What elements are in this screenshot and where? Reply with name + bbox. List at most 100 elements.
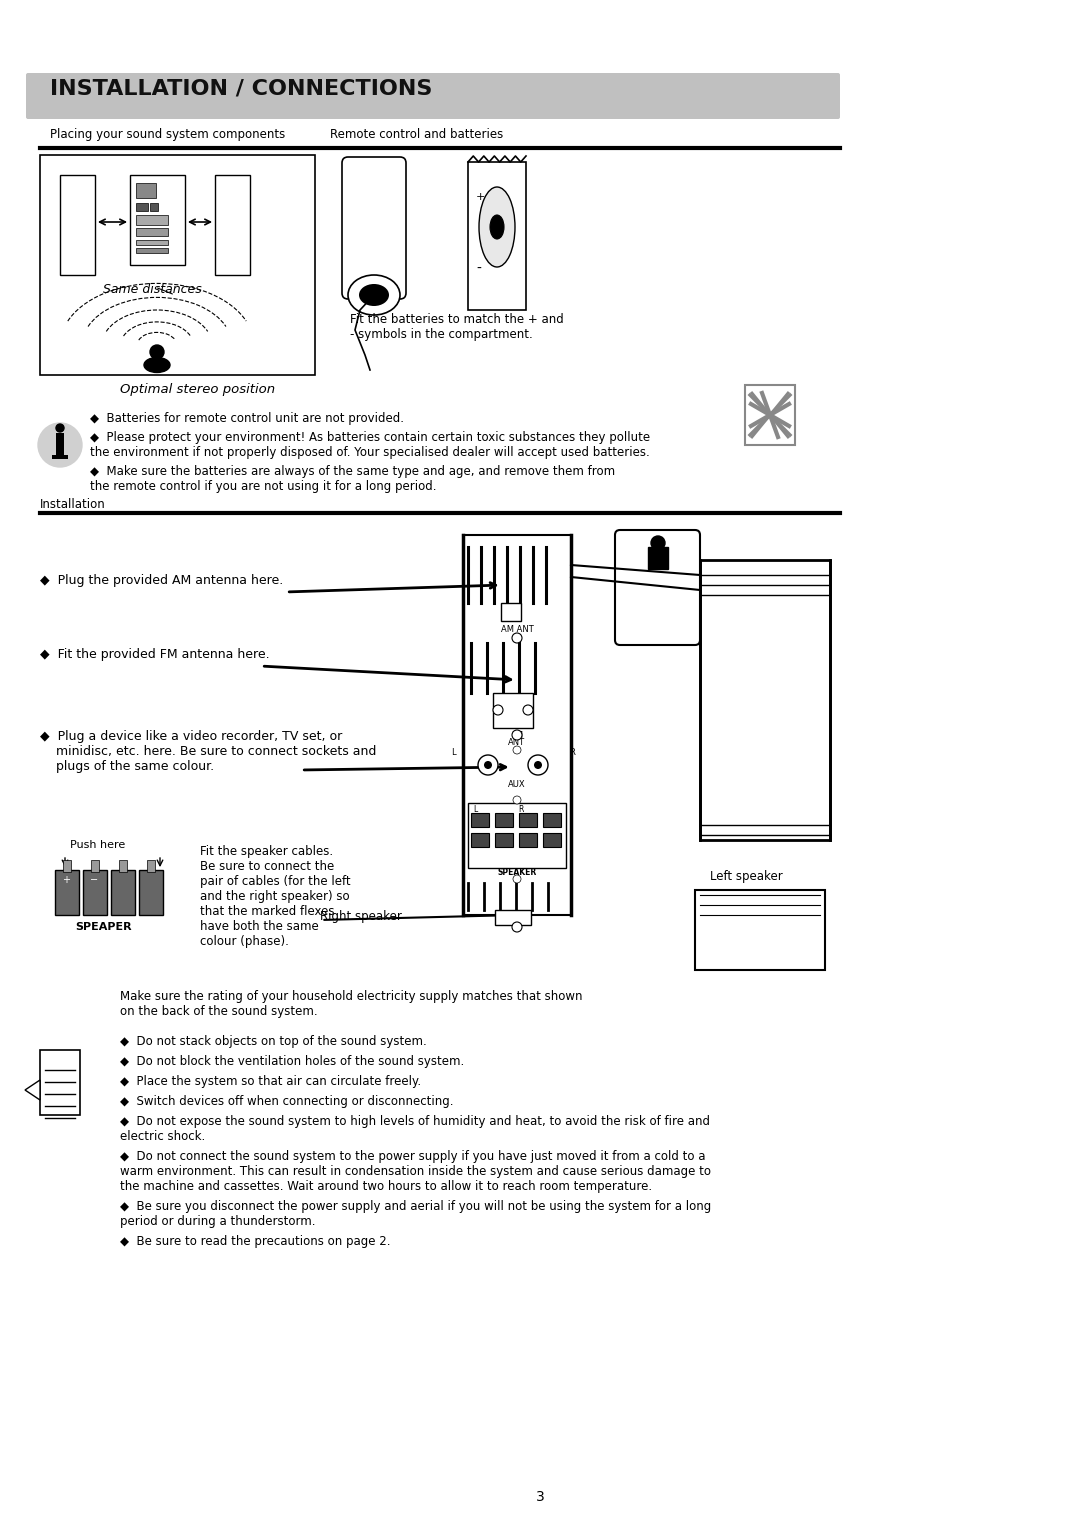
Text: ◆  Plug the provided AM antenna here.: ◆ Plug the provided AM antenna here. <box>40 574 283 586</box>
Text: −: − <box>90 875 98 886</box>
Text: ◆  Fit the provided FM antenna here.: ◆ Fit the provided FM antenna here. <box>40 647 270 661</box>
Text: L: L <box>451 748 456 757</box>
Bar <box>130 176 185 266</box>
Bar <box>55 870 79 915</box>
Bar <box>136 228 168 237</box>
Text: ◆  Plug a device like a video recorder, TV set, or
    minidisc, etc. here. Be s: ◆ Plug a device like a video recorder, T… <box>40 730 376 773</box>
Bar <box>136 247 168 253</box>
Text: Fit the batteries to match the + and
- symbols in the compartment.: Fit the batteries to match the + and - s… <box>350 313 564 341</box>
FancyBboxPatch shape <box>615 530 700 644</box>
Bar <box>63 860 71 872</box>
Text: Make sure the rating of your household electricity supply matches that shown
on : Make sure the rating of your household e… <box>120 989 582 1019</box>
Text: +: + <box>62 875 70 886</box>
Text: AM ANT: AM ANT <box>501 625 534 634</box>
Circle shape <box>513 796 521 805</box>
Text: Fit the speaker cables.
Be sure to connect the
pair of cables (for the left
and : Fit the speaker cables. Be sure to conne… <box>200 844 351 948</box>
Text: ◆  Be sure you disconnect the power supply and aerial if you will not be using t: ◆ Be sure you disconnect the power suppl… <box>120 1200 712 1228</box>
Bar <box>136 203 148 211</box>
Text: R: R <box>518 805 524 814</box>
Bar <box>492 693 534 728</box>
Bar <box>700 560 831 840</box>
Ellipse shape <box>359 284 389 305</box>
Circle shape <box>513 747 521 754</box>
Bar <box>83 870 107 915</box>
Text: ◆  Be sure to read the precautions on page 2.: ◆ Be sure to read the precautions on pag… <box>120 1235 391 1248</box>
Bar <box>60 176 95 275</box>
Bar <box>471 834 489 847</box>
Text: ◆  Do not expose the sound system to high levels of humidity and heat, to avoid : ◆ Do not expose the sound system to high… <box>120 1115 710 1144</box>
Text: ◆  Do not connect the sound system to the power supply if you have just moved it: ◆ Do not connect the sound system to the… <box>120 1150 711 1193</box>
Circle shape <box>528 754 548 776</box>
Text: 3: 3 <box>536 1490 544 1504</box>
Bar <box>136 183 156 199</box>
Bar <box>150 203 158 211</box>
Bar <box>495 812 513 828</box>
Bar <box>543 812 561 828</box>
FancyBboxPatch shape <box>26 73 840 119</box>
Text: AUX: AUX <box>509 780 526 789</box>
Text: R: R <box>569 748 575 757</box>
Text: ◆  Do not block the ventilation holes of the sound system.: ◆ Do not block the ventilation holes of … <box>120 1055 464 1067</box>
Bar <box>215 176 249 275</box>
Circle shape <box>512 730 522 741</box>
Bar <box>495 910 531 925</box>
Bar <box>468 162 526 310</box>
Bar <box>519 834 537 847</box>
Text: SPEAPER: SPEAPER <box>75 922 132 931</box>
Text: ◆  Do not stack objects on top of the sound system.: ◆ Do not stack objects on top of the sou… <box>120 1035 427 1048</box>
Circle shape <box>38 423 82 467</box>
Text: +: + <box>476 192 485 202</box>
Text: L: L <box>473 805 477 814</box>
Bar <box>696 890 825 970</box>
Text: Right speaker: Right speaker <box>320 910 402 922</box>
Bar <box>40 156 315 376</box>
Bar <box>543 834 561 847</box>
Circle shape <box>56 425 64 432</box>
Text: Remote control and batteries: Remote control and batteries <box>330 128 503 140</box>
Text: SPEAKER: SPEAKER <box>498 867 537 876</box>
Text: ANT: ANT <box>509 738 526 747</box>
Circle shape <box>651 536 665 550</box>
Bar <box>119 860 127 872</box>
Bar <box>139 870 163 915</box>
Circle shape <box>513 875 521 883</box>
Circle shape <box>512 922 522 931</box>
Text: Installation: Installation <box>40 498 106 512</box>
Text: ◆  Place the system so that air can circulate freely.: ◆ Place the system so that air can circu… <box>120 1075 421 1089</box>
Text: -: - <box>476 263 481 276</box>
Circle shape <box>512 634 522 643</box>
Ellipse shape <box>348 275 400 315</box>
Text: Left speaker: Left speaker <box>710 870 783 883</box>
Ellipse shape <box>490 215 504 240</box>
Bar <box>471 812 489 828</box>
Text: Same distances: Same distances <box>103 282 202 296</box>
Bar <box>648 547 669 570</box>
Bar <box>745 385 795 444</box>
Text: ◆  Batteries for remote control unit are not provided.: ◆ Batteries for remote control unit are … <box>90 412 404 425</box>
Text: Push here: Push here <box>70 840 125 851</box>
Bar <box>136 240 168 244</box>
Bar <box>56 434 64 455</box>
Text: Placing your sound system components: Placing your sound system components <box>50 128 285 140</box>
FancyBboxPatch shape <box>342 157 406 299</box>
Bar <box>91 860 99 872</box>
Circle shape <box>523 705 534 715</box>
Text: FM: FM <box>511 731 523 741</box>
Bar <box>519 812 537 828</box>
Text: Optimal stereo position: Optimal stereo position <box>120 383 275 395</box>
Text: ◆  Make sure the batteries are always of the same type and age, and remove them : ◆ Make sure the batteries are always of … <box>90 466 616 493</box>
Polygon shape <box>25 1080 40 1099</box>
Bar <box>501 603 521 621</box>
Bar <box>147 860 156 872</box>
Circle shape <box>150 345 164 359</box>
Ellipse shape <box>480 186 515 267</box>
Bar <box>52 455 68 460</box>
Ellipse shape <box>144 357 170 373</box>
Bar <box>111 870 135 915</box>
Circle shape <box>534 760 542 770</box>
Text: INSTALLATION / CONNECTIONS: INSTALLATION / CONNECTIONS <box>50 78 432 98</box>
Bar <box>468 803 566 867</box>
Circle shape <box>478 754 498 776</box>
Bar <box>40 1051 80 1115</box>
Bar <box>495 834 513 847</box>
